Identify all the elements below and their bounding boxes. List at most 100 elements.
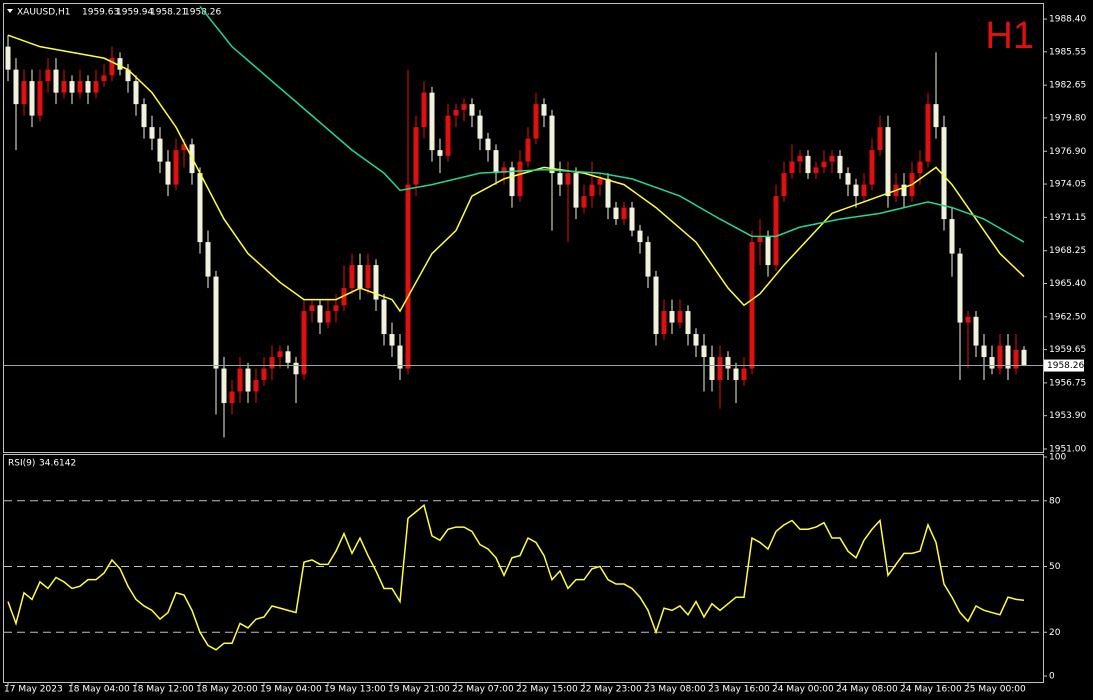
candle-body [925, 104, 931, 162]
candle-body [21, 81, 27, 105]
candle-body [421, 92, 427, 128]
candle-body [405, 184, 411, 369]
y-tick-label: 1982.65 [1049, 81, 1086, 91]
candle-body [701, 345, 707, 358]
candle-body [157, 138, 163, 162]
candle-body [309, 305, 315, 312]
candle-body [45, 69, 51, 82]
candle-body [5, 46, 11, 70]
candle-body [621, 207, 627, 220]
timeframe: H1 [985, 15, 1034, 57]
candle-body [261, 368, 267, 381]
candle-body [597, 178, 603, 185]
candle-body [685, 311, 691, 335]
candle-body [877, 127, 883, 151]
candle-body [845, 173, 851, 185]
candle-body [301, 311, 307, 375]
candle-body [213, 276, 219, 369]
candle-body [605, 178, 611, 208]
y-tick-label: 1988.40 [1049, 15, 1086, 25]
candle-body [197, 173, 203, 243]
candle-body [957, 253, 963, 323]
candle-body [829, 155, 835, 162]
candle-body [989, 357, 995, 369]
candle-body [1021, 349, 1027, 366]
candle-body [125, 69, 131, 82]
rsi-value: 34.6142 [39, 459, 76, 469]
y-tick-label: 1968.25 [1049, 246, 1086, 256]
y-tick-label: 1985.55 [1049, 47, 1086, 57]
candle-body [413, 127, 419, 185]
candle-body [205, 242, 211, 277]
candle-body [277, 351, 283, 358]
candle-body [453, 109, 459, 116]
rsi-name: RSI(9) [8, 459, 35, 469]
candle-body [725, 357, 731, 369]
candle-body [29, 81, 35, 116]
candle-body [693, 334, 699, 346]
y-tick-label: 80 [1049, 496, 1061, 506]
candle-body [589, 184, 595, 197]
x-tick-label: 24 May 08:00 [836, 685, 898, 695]
rsi-pane [3, 454, 1044, 683]
x-tick-label: 25 May 00:00 [964, 685, 1026, 695]
candle-body [677, 311, 683, 323]
candle-body [525, 138, 531, 162]
candle-body [557, 173, 563, 185]
candle-body [13, 69, 19, 105]
candle-body [949, 219, 955, 254]
candle-body [85, 81, 91, 93]
candle-body [613, 207, 619, 220]
candle-body [181, 144, 187, 151]
rsi-line [7, 503, 1025, 651]
y-tick-label: 0 [1049, 672, 1055, 682]
x-tick-label: 18 May 20:00 [196, 685, 258, 695]
candle-body [101, 75, 107, 82]
candle-body [285, 351, 291, 363]
y-tick-label: 1979.80 [1049, 113, 1086, 123]
candle-body [765, 236, 771, 266]
y-tick-label: 1965.40 [1049, 279, 1086, 289]
candle-body [773, 196, 779, 266]
candle-body [533, 104, 539, 139]
candle-body [965, 316, 971, 323]
y-tick-label: 1953.90 [1049, 411, 1086, 421]
candle-body [229, 391, 235, 404]
y-tick-label: 1971.15 [1049, 213, 1086, 223]
price-tag [1044, 359, 1084, 372]
candle-body [437, 150, 443, 156]
candle-body [173, 150, 179, 185]
candle-body [341, 288, 347, 306]
candle-body [349, 265, 355, 289]
y-tick-label: 1956.75 [1049, 378, 1086, 388]
x-tick-label: 22 May 23:00 [580, 685, 642, 695]
candle-body [93, 81, 99, 93]
x-tick-label: 19 May 13:00 [324, 685, 386, 695]
candle-body [805, 155, 811, 174]
candle-body [493, 150, 499, 174]
candle-body [325, 311, 331, 323]
candle-body [669, 311, 675, 323]
candle-body [381, 299, 387, 335]
candle-body [853, 184, 859, 197]
x-tick-label: 17 May 2023 [4, 685, 63, 695]
candle-body [973, 316, 979, 346]
candle-body [53, 69, 59, 93]
candle-body [485, 138, 491, 151]
candle-body [645, 242, 651, 277]
candle-body [821, 161, 827, 168]
candle-body [357, 265, 363, 289]
candle-body [461, 104, 467, 110]
candle-body [133, 81, 139, 105]
candle-body [797, 155, 803, 162]
candle-body [565, 173, 571, 185]
candle-body [581, 196, 587, 208]
x-tick-label: 19 May 21:00 [388, 685, 450, 695]
candle-body [741, 368, 747, 381]
candle-body [749, 242, 755, 369]
x-tick-label: 23 May 16:00 [708, 685, 770, 695]
x-tick-label: 23 May 08:00 [644, 685, 706, 695]
candle-body [445, 115, 451, 156]
